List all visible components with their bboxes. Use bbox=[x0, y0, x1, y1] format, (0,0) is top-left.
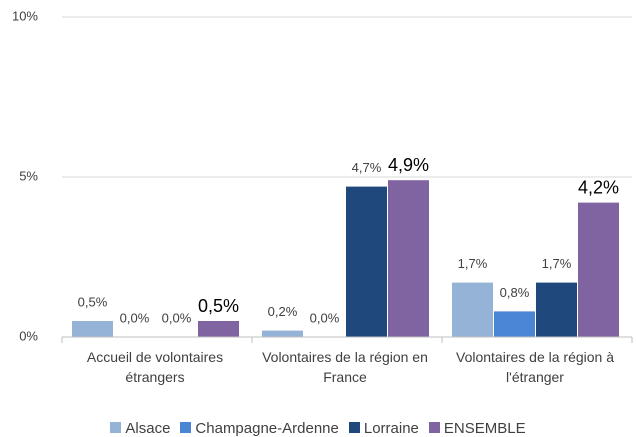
bar bbox=[452, 282, 493, 337]
data-label: 0,5% bbox=[78, 294, 108, 309]
bar bbox=[198, 321, 239, 337]
legend-label: Lorraine bbox=[363, 420, 419, 437]
data-label: 0,0% bbox=[310, 310, 340, 325]
legend: Alsace Champagne-Ardenne Lorraine ENSEMBLE bbox=[0, 420, 636, 437]
legend-label: Alsace bbox=[125, 420, 171, 437]
data-label: 0,0% bbox=[162, 310, 192, 325]
bar bbox=[72, 321, 113, 337]
bar bbox=[346, 186, 387, 337]
bar bbox=[578, 202, 619, 337]
data-label: 0,5% bbox=[198, 296, 239, 316]
y-tick-label: 10% bbox=[12, 8, 38, 23]
data-label: 4,7% bbox=[352, 160, 382, 175]
data-label: 0,0% bbox=[120, 310, 150, 325]
data-label: 1,7% bbox=[458, 256, 488, 271]
data-label: 4,2% bbox=[578, 177, 619, 197]
bar bbox=[388, 180, 429, 337]
data-label: 0,2% bbox=[268, 304, 298, 319]
legend-label: ENSEMBLE bbox=[443, 420, 526, 437]
bar bbox=[262, 330, 303, 337]
bar bbox=[494, 311, 535, 337]
data-label: 0,8% bbox=[500, 285, 530, 300]
legend-swatch bbox=[180, 422, 192, 433]
y-tick-label: 5% bbox=[19, 168, 38, 183]
legend-item: Lorraine bbox=[348, 420, 419, 437]
legend-swatch bbox=[428, 422, 440, 433]
legend-label: Champagne-Ardenne bbox=[195, 420, 339, 437]
legend-swatch bbox=[110, 422, 122, 433]
legend-item: Champagne-Ardenne bbox=[180, 420, 339, 437]
legend-swatch bbox=[348, 422, 360, 433]
x-tick-label: Accueil de volontaires étrangers bbox=[86, 349, 224, 385]
data-label: 4,9% bbox=[388, 155, 429, 175]
x-tick-label: Volontaires de la région à l'étranger bbox=[456, 349, 614, 385]
bar bbox=[536, 282, 577, 337]
y-tick-label: 0% bbox=[19, 328, 38, 343]
legend-item: ENSEMBLE bbox=[428, 420, 526, 437]
legend-item: Alsace bbox=[110, 420, 170, 437]
data-label: 1,7% bbox=[542, 256, 572, 271]
x-tick-label: Volontaires de la région en France bbox=[262, 349, 428, 385]
